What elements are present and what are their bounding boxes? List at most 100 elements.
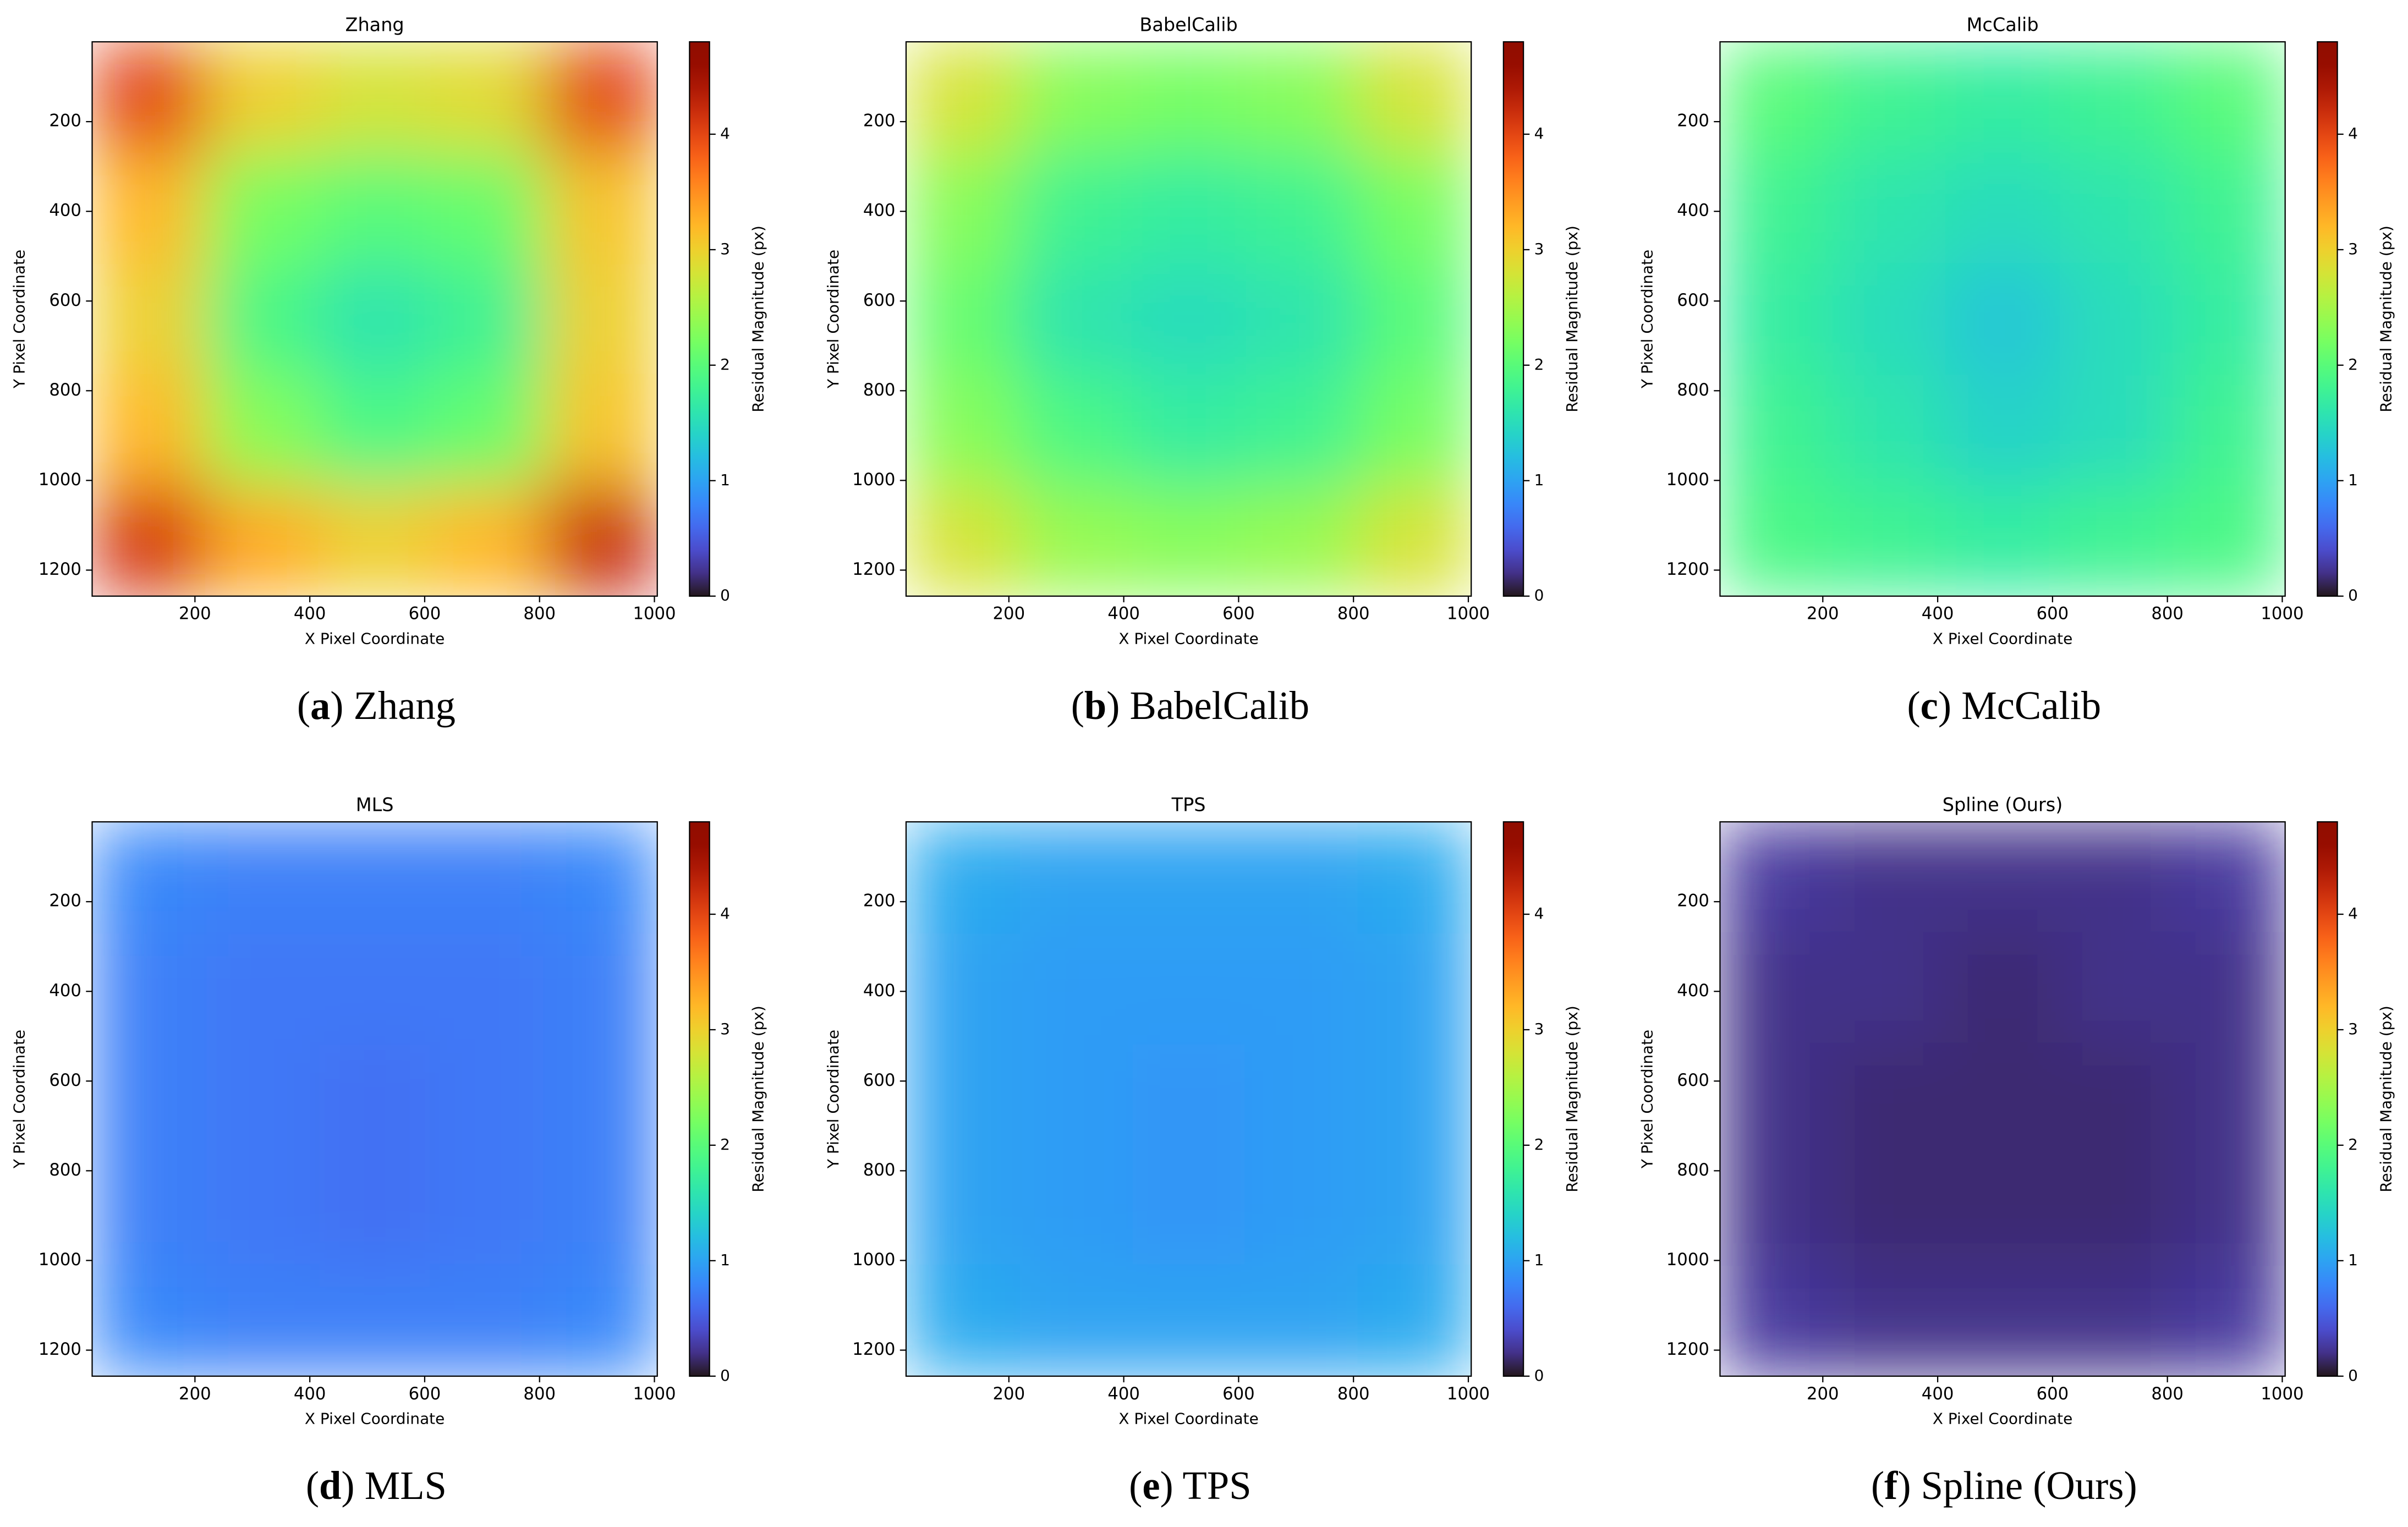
heatmap-cells — [92, 822, 657, 1376]
colorbar — [689, 41, 710, 597]
x-axis-label: X Pixel Coordinate — [305, 629, 445, 647]
heatmap-cell — [2172, 822, 2285, 934]
heatmap-cell — [205, 1043, 319, 1156]
colorbar — [2317, 41, 2338, 597]
heatmap-cell — [92, 1265, 206, 1376]
y-tick-label: 200 — [49, 112, 81, 131]
colorbar-tick-label: 4 — [1534, 124, 1544, 142]
heatmap-cell — [544, 485, 657, 596]
y-tick-label: 1200 — [852, 560, 895, 579]
heatmap-cell — [1358, 1154, 1472, 1266]
colorbar — [1502, 821, 1524, 1377]
y-tick-label: 600 — [49, 291, 81, 310]
x-tick-label: 1000 — [2261, 1385, 2303, 1404]
heatmap — [92, 822, 657, 1376]
heatmap-cell — [2172, 42, 2285, 154]
plot-frame — [905, 41, 1472, 597]
colorbar-tick-label: 1 — [2348, 471, 2358, 489]
y-tick-label: 1200 — [39, 1340, 81, 1359]
y-tick-label: 1000 — [852, 470, 895, 490]
heatmap-cell — [906, 822, 1020, 934]
heatmap-cell — [1946, 1043, 2060, 1156]
y-tick-label: 1000 — [39, 470, 81, 490]
heatmap-cell — [1946, 1265, 2060, 1376]
heatmap-cell — [544, 1154, 657, 1266]
x-tick-label: 1000 — [633, 1385, 676, 1404]
caption-part: ( — [297, 683, 310, 728]
heatmap-cell — [92, 485, 206, 596]
heatmap-cell — [544, 263, 657, 375]
colorbar-tick-label: 3 — [2348, 240, 2358, 258]
colorbar-tick-label: 1 — [2348, 1251, 2358, 1269]
y-tick-label: 600 — [863, 291, 896, 310]
heatmap-cell — [544, 152, 657, 265]
x-tick-label: 200 — [993, 1385, 1025, 1404]
x-tick-label: 200 — [179, 1385, 211, 1404]
heatmap-cell — [431, 42, 546, 154]
colorbar — [689, 821, 710, 1377]
heatmap-cell — [92, 1043, 206, 1156]
y-tick-label: 600 — [863, 1071, 896, 1090]
x-tick-label: 800 — [523, 1385, 556, 1404]
caption-part: ) Zhang — [330, 683, 456, 728]
y-tick-label: 1000 — [1666, 1250, 1709, 1270]
y-tick-label: 600 — [1677, 291, 1709, 310]
heatmap-cell — [2172, 374, 2285, 486]
heatmap-cell — [2059, 42, 2173, 154]
y-tick-label: 200 — [1677, 892, 1709, 911]
heatmap-cell — [1132, 263, 1246, 375]
heatmap-cells — [1720, 822, 2285, 1376]
heatmap-cell — [906, 263, 1020, 375]
y-tick-label: 600 — [49, 1071, 81, 1090]
heatmap-cell — [92, 152, 206, 265]
heatmap-cell — [2172, 1265, 2285, 1376]
y-tick-label: 200 — [863, 892, 896, 911]
heatmap-cell — [431, 263, 546, 375]
heatmap-cell — [906, 374, 1020, 486]
colorbar-tick-label: 3 — [1534, 1020, 1544, 1038]
y-axis-label: Y Pixel Coordinate — [824, 250, 842, 389]
y-tick-label: 400 — [49, 981, 81, 1001]
caption-part: ( — [1871, 1463, 1884, 1508]
heatmap-cell — [205, 374, 319, 486]
colorbar-tick-label: 4 — [720, 904, 730, 922]
caption-part: ) MLS — [341, 1463, 447, 1508]
heatmap-cell — [1245, 485, 1359, 596]
heatmap-cell — [1833, 42, 1947, 154]
plot-frame — [905, 821, 1472, 1377]
heatmap-cell — [2059, 374, 2173, 486]
colorbar-tick-label: 2 — [1534, 1135, 1544, 1154]
colorbar-tick-label: 3 — [2348, 1020, 2358, 1038]
caption-part: ( — [1907, 683, 1921, 728]
colorbar-tick-label: 0 — [2348, 1366, 2358, 1385]
y-tick-label: 400 — [1677, 981, 1709, 1001]
heatmap-cell — [318, 1265, 432, 1376]
heatmap-cell — [2059, 152, 2173, 265]
caption: (e) TPS — [1129, 1463, 1251, 1508]
heatmap-cell — [2059, 1154, 2173, 1266]
heatmap-cell — [1358, 822, 1472, 934]
colorbar-tick-label: 0 — [1534, 586, 1544, 605]
y-axis-label: Y Pixel Coordinate — [10, 250, 29, 389]
heatmap-cell — [1358, 1043, 1472, 1156]
heatmap-cell — [431, 1154, 546, 1266]
x-tick-label: 1000 — [2261, 605, 2303, 624]
x-tick-label: 400 — [294, 1385, 326, 1404]
colorbar-label: Residual Magnitude (px) — [1563, 226, 1581, 412]
heatmap-cell — [431, 822, 546, 934]
y-tick-label: 1200 — [1666, 560, 1709, 579]
heatmap-cell — [1019, 1265, 1133, 1376]
heatmap-cell — [1720, 42, 1834, 154]
y-tick-label: 1200 — [39, 560, 81, 579]
heatmap-cell — [318, 485, 432, 596]
heatmap-cell — [906, 932, 1020, 1045]
heatmap-cell — [1833, 485, 1947, 596]
x-tick-label: 800 — [1337, 1385, 1370, 1404]
colorbar-tick-label: 0 — [1534, 1366, 1544, 1385]
colorbar-tick-label: 4 — [720, 124, 730, 142]
heatmap-cell — [1245, 1043, 1359, 1156]
heatmap-cell — [2059, 263, 2173, 375]
heatmap-cell — [1358, 374, 1472, 486]
heatmap-cell — [1132, 932, 1246, 1045]
heatmap-cell — [92, 42, 206, 154]
